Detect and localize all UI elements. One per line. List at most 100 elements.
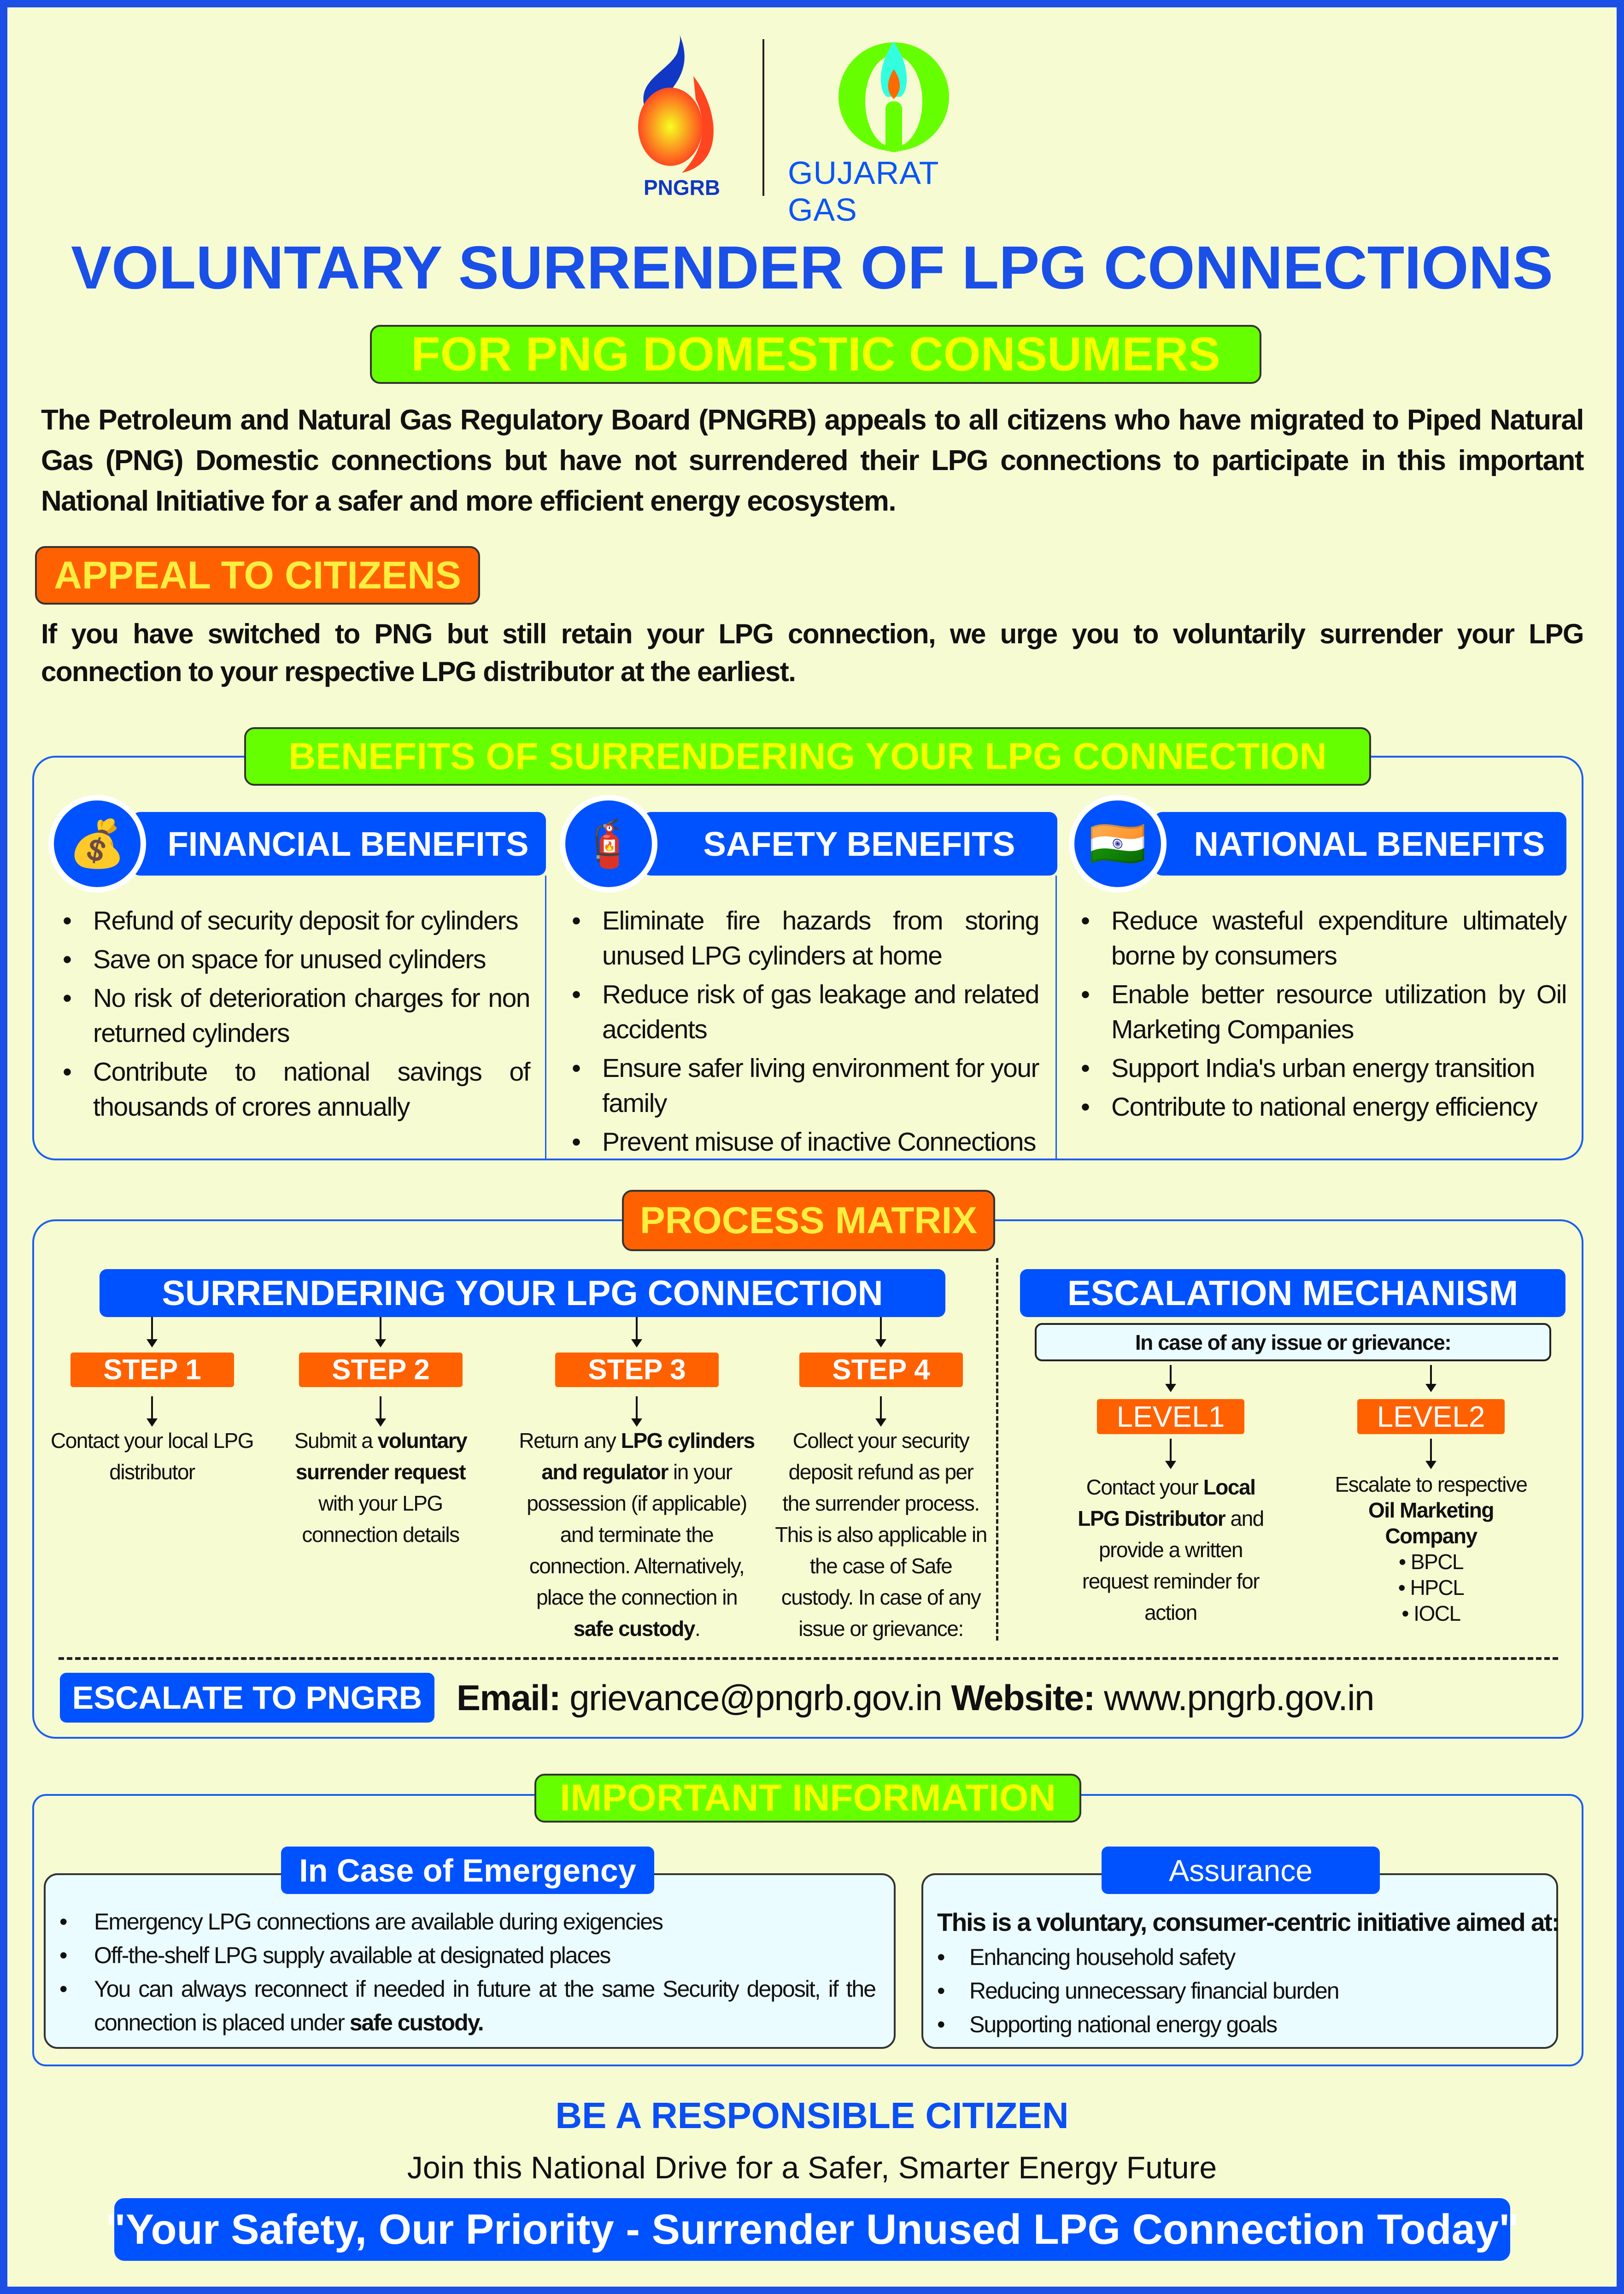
- list-item: Supporting national energy goals: [923, 2008, 1547, 2041]
- list-item: Support India's urban energy transition: [1078, 1051, 1566, 1086]
- grievance-box: In case of any issue or grievance:: [1035, 1323, 1551, 1361]
- list-item: Refund of security deposit for cylinders: [60, 903, 530, 938]
- benefits-heading: BENEFITS OF SURRENDERING YOUR LPG CONNEC…: [244, 727, 1371, 786]
- safety-benefits-heading: SAFETY BENEFITS: [643, 812, 1057, 876]
- list-item-text: You can always reconnect if needed in fu…: [94, 1976, 876, 2035]
- page-title: VOLUNTARY SURRENDER OF LPG CONNECTIONS: [70, 234, 1554, 301]
- list-item: Contribute to national energy efficiency: [1078, 1089, 1566, 1124]
- emergency-tab: In Case of Emergency: [281, 1847, 654, 1894]
- arrow-down-icon: [147, 1317, 158, 1347]
- national-benefits-list: Reduce wasteful expenditure ultimately b…: [1078, 903, 1567, 1128]
- level-description: Contact your Local LPG Distributor and p…: [1074, 1471, 1267, 1628]
- appeal-text: If you have switched to PNG but still re…: [41, 618, 1584, 687]
- list-item-bold: safe custody.: [349, 2010, 484, 2035]
- contact-line: Email: grievance@pngrb.gov.in Website: w…: [457, 1676, 1374, 1720]
- pngrb-flame-icon: [638, 35, 714, 173]
- arrow-down-icon: [875, 1396, 886, 1427]
- list-item: You can always reconnect if needed in fu…: [46, 1972, 876, 2040]
- surrender-heading: SURRENDERING YOUR LPG CONNECTION: [100, 1269, 945, 1317]
- list-item: Ensure safer living environment for your…: [569, 1051, 1040, 1121]
- text: in your possession (if applicable) and t…: [527, 1460, 747, 1609]
- text: and provide a written request reminder f…: [1082, 1506, 1264, 1624]
- arrow-down-icon: [1165, 1439, 1176, 1469]
- financial-benefits-list: Refund of security deposit for cylinders…: [60, 903, 531, 1128]
- arrow-down-icon: [1165, 1365, 1176, 1392]
- process-heading: PROCESS MATRIX: [622, 1190, 995, 1251]
- arrow-down-icon: [147, 1396, 158, 1427]
- gujarat-gas-logo-text: GUJARAT GAS: [788, 155, 939, 228]
- website-label: Website:: [951, 1677, 1095, 1718]
- company-item: • BPCL: [1398, 1550, 1464, 1574]
- text: with your LPG connection details: [302, 1491, 460, 1547]
- list-item: Reduce risk of gas leakage and related a…: [569, 977, 1040, 1047]
- subtitle-badge: FOR PNG DOMESTIC CONSUMERS: [370, 325, 1261, 384]
- list-item: Eliminate fire hazards from storing unus…: [569, 903, 1040, 973]
- text: Submit a: [294, 1429, 378, 1453]
- assurance-box: This is a voluntary, consumer-centric in…: [921, 1873, 1560, 2049]
- list-item: Contribute to national savings of thousa…: [60, 1054, 531, 1124]
- list-item: Emergency LPG connections are available …: [46, 1905, 875, 1939]
- bold-text: voluntary surrender request: [295, 1429, 468, 1484]
- step-description: Submit a voluntary surrender request wit…: [284, 1425, 477, 1550]
- step-description: Contact your local LPG distributor: [51, 1425, 254, 1488]
- bold-text: safe custody: [573, 1617, 696, 1641]
- text: .: [694, 1617, 701, 1641]
- arrow-down-icon: [1425, 1365, 1436, 1392]
- assurance-lead: This is a voluntary, consumer-centric in…: [937, 1908, 1560, 1936]
- arrow-down-icon: [1425, 1439, 1436, 1469]
- pngrb-logo: PNGRB: [627, 35, 737, 200]
- national-savings-icon: 🇮🇳: [1069, 795, 1167, 893]
- step-description: Collect your security deposit refund as …: [775, 1425, 987, 1644]
- gujarat-gas-flame-icon: [838, 41, 949, 152]
- email-label: Email:: [457, 1677, 561, 1718]
- footer-heading: BE A RESPONSIBLE CITIZEN: [555, 2095, 1069, 2136]
- company-item: • IOCL: [1401, 1601, 1461, 1625]
- list-item: Prevent misuse of inactive Connections: [569, 1124, 1039, 1159]
- list-item: Enable better resource utilization by Oi…: [1078, 977, 1567, 1047]
- arrow-down-icon: [631, 1396, 642, 1427]
- arrow-down-icon: [375, 1396, 386, 1427]
- escalation-heading: ESCALATION MECHANISM: [1020, 1269, 1565, 1317]
- horizontal-dashed-divider: [59, 1657, 1558, 1660]
- step-badge: STEP 1: [70, 1353, 234, 1387]
- list-item: Reducing unnecessary financial burden: [923, 1974, 1547, 2008]
- gujarat-gas-logo: GUJARAT GAS: [783, 41, 1014, 228]
- text: Collect your security deposit refund as …: [775, 1429, 987, 1641]
- step-badge: STEP 2: [299, 1353, 463, 1387]
- list-item: Off-the-shelf LPG supply available at de…: [46, 1939, 875, 1972]
- list-item: Enhancing household safety: [923, 1941, 1547, 1974]
- text: Contact your: [1086, 1475, 1203, 1499]
- bold-text: LPG cylinders and regulator: [541, 1429, 755, 1484]
- pngrb-logo-text: PNGRB: [643, 176, 721, 200]
- step-badge: STEP 4: [799, 1353, 963, 1387]
- intro-paragraph: The Petroleum and Natural Gas Regulatory…: [41, 404, 1584, 517]
- text: Escalate to respective: [1335, 1472, 1528, 1496]
- level-badge: LEVEL1: [1097, 1399, 1244, 1434]
- arrow-down-icon: [375, 1317, 386, 1347]
- vertical-dashed-divider: [996, 1258, 998, 1641]
- safety-person-icon: 🧯: [560, 795, 657, 893]
- money-bag-icon: 💰: [48, 795, 146, 893]
- appeal-heading: APPEAL TO CITIZENS: [35, 546, 480, 605]
- arrow-down-icon: [875, 1317, 886, 1347]
- arrow-down-icon: [631, 1317, 642, 1347]
- company-item: • HPCL: [1398, 1576, 1465, 1600]
- footer-tagline: Join this National Drive for a Safer, Sm…: [407, 2150, 1217, 2185]
- important-heading: IMPORTANT INFORMATION: [534, 1774, 1081, 1823]
- text: Contact your local LPG distributor: [51, 1429, 254, 1484]
- national-benefits-heading: NATIONAL BENEFITS: [1154, 812, 1566, 876]
- list-item: Reduce wasteful expenditure ultimately b…: [1078, 903, 1567, 973]
- assurance-tab: Assurance: [1102, 1847, 1380, 1894]
- step-badge: STEP 3: [555, 1353, 719, 1387]
- list-item: Save on space for unused cylinders: [60, 942, 530, 977]
- website-link[interactable]: www.pngrb.gov.in: [1104, 1677, 1374, 1718]
- level-badge: LEVEL2: [1357, 1399, 1505, 1434]
- list-item: No risk of deterioration charges for non…: [60, 981, 531, 1051]
- column-divider: [545, 876, 546, 1160]
- email-link[interactable]: grievance@pngrb.gov.in: [569, 1677, 942, 1718]
- level-description: Escalate to respective Oil Marketing Com…: [1334, 1471, 1528, 1626]
- column-divider: [1055, 876, 1057, 1160]
- escalate-to-pngrb-badge: ESCALATE TO PNGRB: [60, 1673, 434, 1723]
- bold-text: Local LPG Distributor: [1078, 1475, 1256, 1530]
- emergency-box: Emergency LPG connections are available …: [44, 1873, 896, 2049]
